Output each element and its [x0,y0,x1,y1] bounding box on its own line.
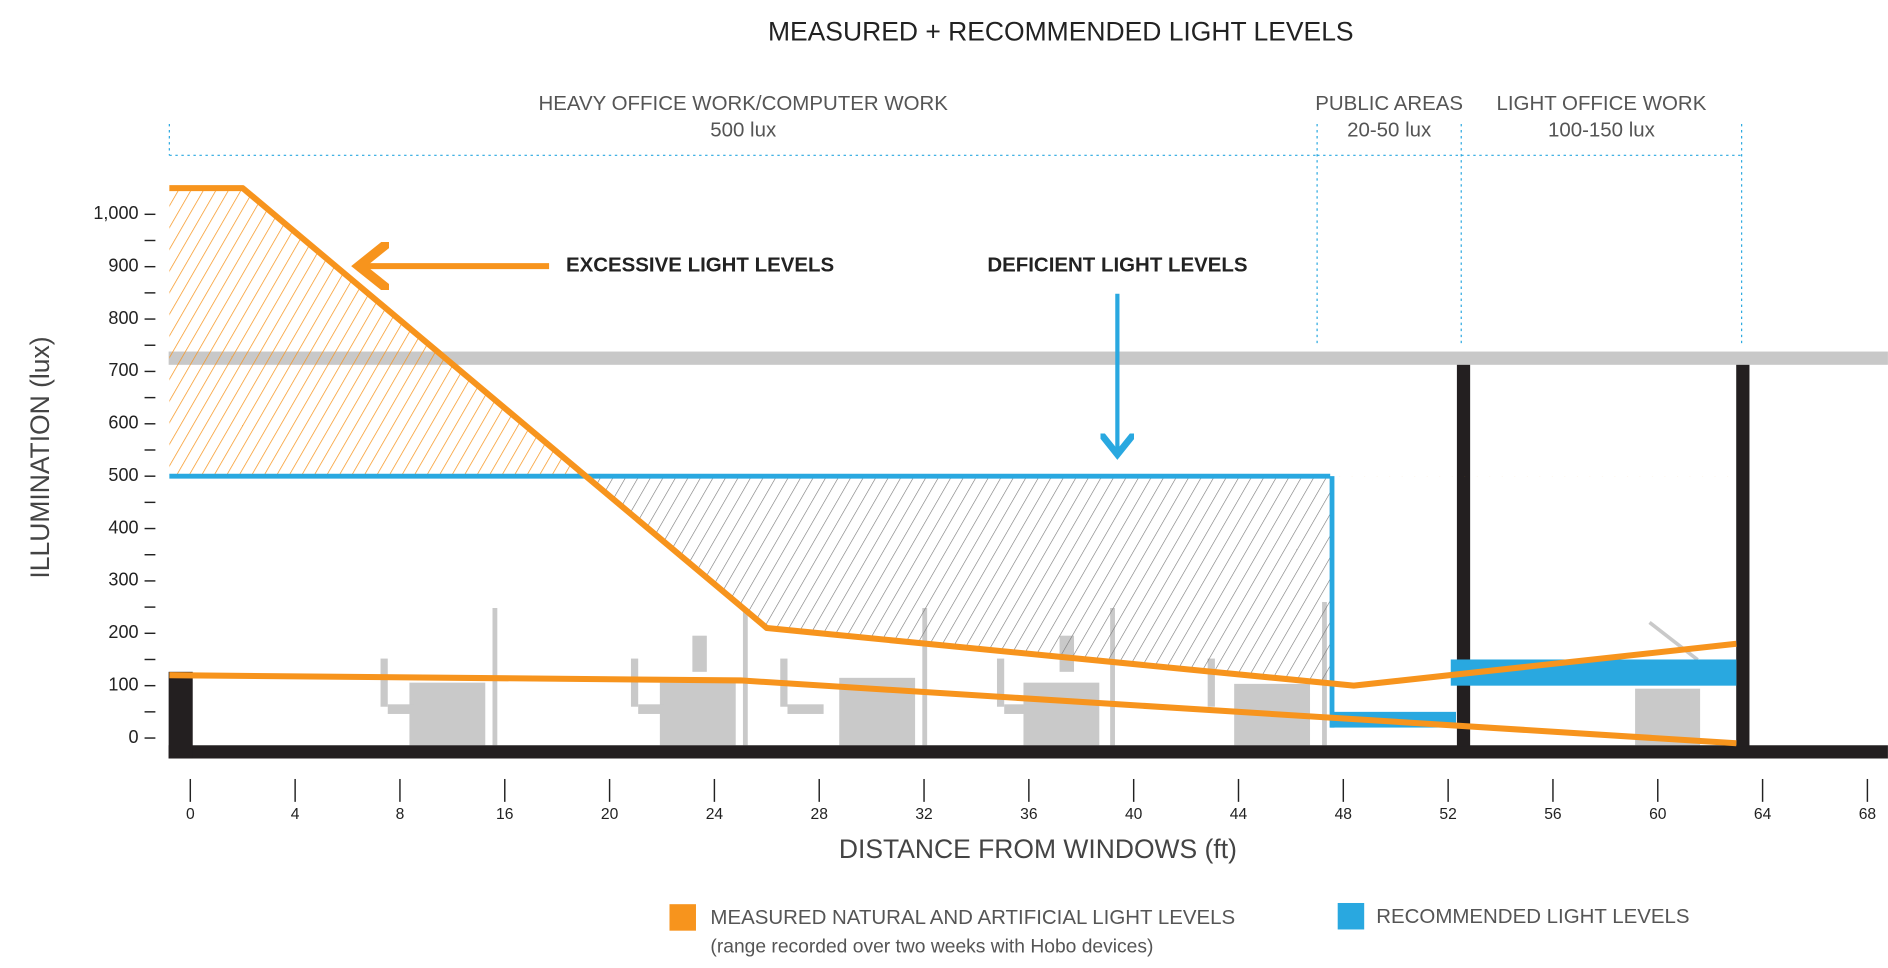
zone-label: PUBLIC AREAS [1315,92,1463,115]
x-tick-label: 20 [601,806,619,823]
y-tick-label: 1,000 [93,203,138,223]
chart-title: MEASURED + RECOMMENDED LIGHT LEVELS [768,17,1354,47]
x-tick-label: 4 [291,806,300,823]
excess-hatch [169,188,1737,477]
x-tick-label: 24 [706,806,724,823]
ceiling [168,351,1888,365]
deficit-hatch [169,476,1331,684]
legend-swatch [669,904,696,931]
measured-line [169,672,1737,747]
x-tick-label: 44 [1230,806,1248,823]
y-tick-label: 800 [108,308,138,328]
x-tick-label: 68 [1859,806,1877,823]
legend-note: (range recorded over two weeks with Hobo… [710,937,1153,958]
x-tick-label: 28 [811,806,829,823]
zone-level: 100-150 lux [1548,119,1655,142]
x-tick-label: 56 [1544,806,1562,823]
legend-label: RECOMMENDED LIGHT LEVELS [1376,905,1689,928]
annotation: DEFICIENT LIGHT LEVELS [987,253,1247,276]
x-tick-label: 40 [1125,806,1143,823]
x-tick-label: 16 [496,806,514,823]
column [1456,364,1471,747]
zone-level: 20-50 lux [1347,119,1431,142]
y-tick-label: 400 [108,517,138,537]
measured-line [169,185,1737,689]
y-tick-label: 500 [108,465,138,485]
legend-label: MEASURED NATURAL AND ARTIFICIAL LIGHT LE… [710,906,1235,929]
y-tick-label: 200 [108,622,138,642]
y-axis-label: ILLUMINATION (lux) [25,336,55,578]
y-tick-label: 900 [108,255,138,275]
x-tick-label: 60 [1649,806,1667,823]
x-tick-label: 32 [915,806,932,823]
zone-label: LIGHT OFFICE WORK [1496,92,1706,115]
zone-label: HEAVY OFFICE WORK/COMPUTER WORK [538,92,948,115]
floor [168,745,1888,759]
annotation: EXCESSIVE LIGHT LEVELS [566,253,834,276]
x-tick-label: 52 [1439,806,1456,823]
x-tick-label: 64 [1754,806,1772,823]
y-tick-label: 300 [108,570,138,590]
x-tick-label: 48 [1335,806,1353,823]
y-tick-label: 100 [108,674,138,694]
x-axis-label: DISTANCE FROM WINDOWS (ft) [839,834,1237,864]
zone-level: 500 lux [710,119,776,142]
y-tick-label: 0 [128,727,138,747]
wall [168,671,193,759]
y-tick-label: 700 [108,360,138,380]
x-tick-label: 8 [396,806,405,823]
legend-swatch [1337,902,1365,930]
x-tick-label: 36 [1020,806,1038,823]
x-tick-label: 0 [186,806,195,823]
y-tick-label: 600 [108,413,138,433]
column [1736,364,1750,747]
